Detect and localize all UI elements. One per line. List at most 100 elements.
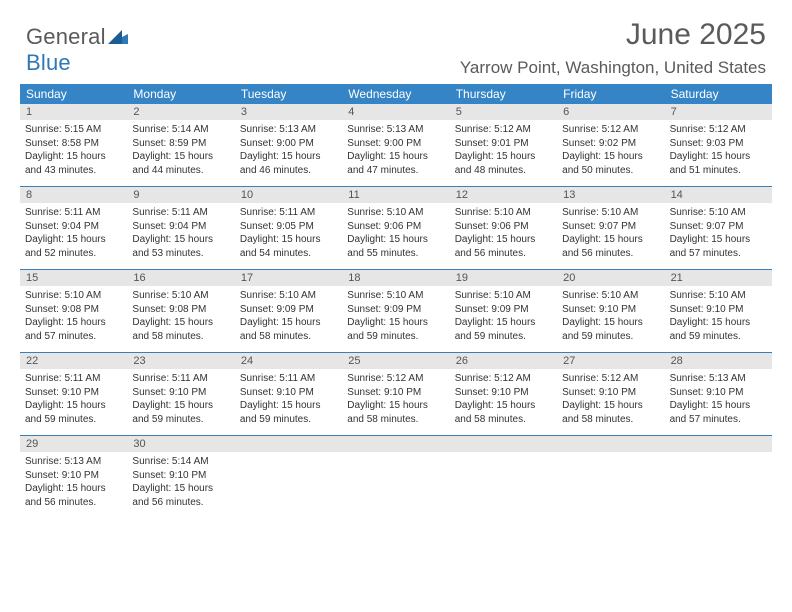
week-row: 8Sunrise: 5:11 AMSunset: 9:04 PMDaylight…: [20, 187, 772, 270]
sunrise-text: Sunrise: 5:10 AM: [455, 206, 552, 220]
sunrise-text: Sunrise: 5:11 AM: [240, 372, 337, 386]
daynum-bar: 21: [665, 270, 772, 286]
day-number: 13: [563, 189, 575, 201]
daylight-text: Daylight: 15 hours and 48 minutes.: [455, 150, 552, 177]
sunrise-text: Sunrise: 5:11 AM: [240, 206, 337, 220]
day-number: 23: [133, 355, 145, 367]
sunset-text: Sunset: 9:06 PM: [347, 220, 444, 234]
calendar-cell: 15Sunrise: 5:10 AMSunset: 9:08 PMDayligh…: [20, 270, 127, 352]
day-header-row: Sunday Monday Tuesday Wednesday Thursday…: [20, 84, 772, 104]
sunrise-text: Sunrise: 5:12 AM: [347, 372, 444, 386]
sunset-text: Sunset: 9:10 PM: [562, 303, 659, 317]
brand-logo: GeneralBlue: [26, 24, 128, 76]
day-number: 1: [26, 106, 32, 118]
week-row: 29 Sunrise: 5:13 AMSunset: 9:10 PMDayligh…: [20, 436, 772, 518]
calendar-cell: 28Sunrise: 5:13 AMSunset: 9:10 PMDayligh…: [665, 353, 772, 435]
daylight-text: Daylight: 15 hours and 54 minutes.: [240, 233, 337, 260]
daylight-text: Daylight: 15 hours and 46 minutes.: [240, 150, 337, 177]
daylight-text: Daylight: 15 hours and 56 minutes.: [25, 482, 122, 509]
daynum-bar: [665, 436, 772, 452]
day-number: 28: [671, 355, 683, 367]
daynum-bar: 27: [557, 353, 664, 369]
calendar-cell: 10Sunrise: 5:11 AMSunset: 9:05 PMDayligh…: [235, 187, 342, 269]
daynum-bar: 20: [557, 270, 664, 286]
calendar-cell: 19Sunrise: 5:10 AMSunset: 9:09 PMDayligh…: [450, 270, 557, 352]
sunset-text: Sunset: 9:00 PM: [347, 137, 444, 151]
daylight-text: Daylight: 15 hours and 47 minutes.: [347, 150, 444, 177]
day-header: Friday: [557, 87, 664, 101]
calendar-cell: 22Sunrise: 5:11 AMSunset: 9:10 PMDayligh…: [20, 353, 127, 435]
sunset-text: Sunset: 9:10 PM: [25, 469, 122, 483]
calendar-cell: 27Sunrise: 5:12 AMSunset: 9:10 PMDayligh…: [557, 353, 664, 435]
sunrise-text: Sunrise: 5:13 AM: [25, 455, 122, 469]
daynum-bar: 9: [127, 187, 234, 203]
week-row: 15Sunrise: 5:10 AMSunset: 9:08 PMDayligh…: [20, 270, 772, 353]
calendar-cell: 14Sunrise: 5:10 AMSunset: 9:07 PMDayligh…: [665, 187, 772, 269]
sunrise-text: Sunrise: 5:12 AM: [455, 372, 552, 386]
calendar-cell: 11Sunrise: 5:10 AMSunset: 9:06 PMDayligh…: [342, 187, 449, 269]
daylight-text: Daylight: 15 hours and 56 minutes.: [455, 233, 552, 260]
sunrise-text: Sunrise: 5:10 AM: [240, 289, 337, 303]
daylight-text: Daylight: 15 hours and 58 minutes.: [455, 399, 552, 426]
sunset-text: Sunset: 9:06 PM: [455, 220, 552, 234]
daylight-text: Daylight: 15 hours and 59 minutes.: [25, 399, 122, 426]
daylight-text: Daylight: 15 hours and 56 minutes.: [562, 233, 659, 260]
daynum-bar: 6: [557, 104, 664, 120]
calendar-cell: 2Sunrise: 5:14 AMSunset: 8:59 PMDaylight…: [127, 104, 234, 186]
sunrise-text: Sunrise: 5:15 AM: [25, 123, 122, 137]
calendar-cell: 23Sunrise: 5:11 AMSunset: 9:10 PMDayligh…: [127, 353, 234, 435]
day-number: 17: [241, 272, 253, 284]
calendar-cell: [342, 436, 449, 518]
daynum-bar: 18: [342, 270, 449, 286]
calendar-cell: [557, 436, 664, 518]
sunrise-text: Sunrise: 5:10 AM: [670, 289, 767, 303]
daylight-text: Daylight: 15 hours and 59 minutes.: [670, 316, 767, 343]
sunrise-text: Sunrise: 5:10 AM: [25, 289, 122, 303]
calendar-cell: 3Sunrise: 5:13 AMSunset: 9:00 PMDaylight…: [235, 104, 342, 186]
sunset-text: Sunset: 9:03 PM: [670, 137, 767, 151]
sunrise-text: Sunrise: 5:11 AM: [25, 206, 122, 220]
calendar-cell: 6Sunrise: 5:12 AMSunset: 9:02 PMDaylight…: [557, 104, 664, 186]
daynum-bar: 13: [557, 187, 664, 203]
calendar-cell: [665, 436, 772, 518]
sunrise-text: Sunrise: 5:12 AM: [562, 123, 659, 137]
day-number: 20: [563, 272, 575, 284]
day-header: Tuesday: [235, 87, 342, 101]
sunrise-text: Sunrise: 5:11 AM: [132, 372, 229, 386]
brand-mark-icon: [108, 24, 128, 50]
daynum-bar: 26: [450, 353, 557, 369]
brand-text: GeneralBlue: [26, 24, 128, 76]
daynum-bar: 8: [20, 187, 127, 203]
calendar-cell: 16Sunrise: 5:10 AMSunset: 9:08 PMDayligh…: [127, 270, 234, 352]
day-number: 10: [241, 189, 253, 201]
sunset-text: Sunset: 9:10 PM: [132, 386, 229, 400]
day-number: 8: [26, 189, 32, 201]
day-number: 21: [671, 272, 683, 284]
sunset-text: Sunset: 9:04 PM: [132, 220, 229, 234]
day-number: 30: [133, 438, 145, 450]
sunset-text: Sunset: 9:10 PM: [455, 386, 552, 400]
calendar-cell: 13 Sunrise: 5:10 AMSunset: 9:07 PMDayligh…: [557, 187, 664, 269]
daynum-bar: [557, 436, 664, 452]
day-number: 11: [348, 189, 359, 201]
calendar-cell: 24Sunrise: 5:11 AMSunset: 9:10 PMDayligh…: [235, 353, 342, 435]
daylight-text: Daylight: 15 hours and 52 minutes.: [25, 233, 122, 260]
daylight-text: Daylight: 15 hours and 51 minutes.: [670, 150, 767, 177]
sunset-text: Sunset: 9:07 PM: [562, 220, 659, 234]
daynum-bar: 11: [342, 187, 449, 203]
daylight-text: Daylight: 15 hours and 59 minutes.: [455, 316, 552, 343]
week-row: 22Sunrise: 5:11 AMSunset: 9:10 PMDayligh…: [20, 353, 772, 436]
day-number: 29: [26, 438, 38, 450]
sunrise-text: Sunrise: 5:10 AM: [562, 206, 659, 220]
calendar-cell: 26 Sunrise: 5:12 AMSunset: 9:10 PMDayligh…: [450, 353, 557, 435]
calendar-cell: 7Sunrise: 5:12 AMSunset: 9:03 PMDaylight…: [665, 104, 772, 186]
sunset-text: Sunset: 9:09 PM: [347, 303, 444, 317]
sunrise-text: Sunrise: 5:10 AM: [562, 289, 659, 303]
sunset-text: Sunset: 9:04 PM: [25, 220, 122, 234]
daylight-text: Daylight: 15 hours and 59 minutes.: [240, 399, 337, 426]
sunset-text: Sunset: 9:08 PM: [132, 303, 229, 317]
sunrise-text: Sunrise: 5:10 AM: [347, 206, 444, 220]
daynum-bar: 19: [450, 270, 557, 286]
daynum-bar: 5: [450, 104, 557, 120]
daynum-bar: 2: [127, 104, 234, 120]
